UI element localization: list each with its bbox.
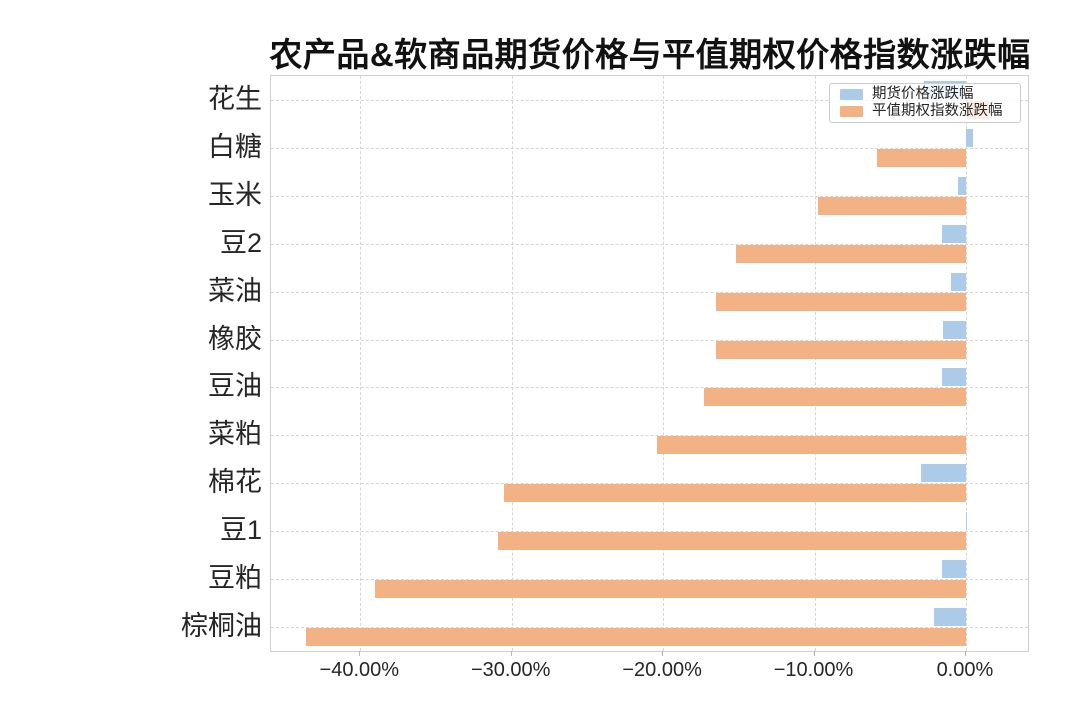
bar-option-11: [305, 628, 966, 647]
bar-option-8: [504, 484, 966, 503]
gridline-y-7: [271, 435, 1028, 437]
bar-option-7: [657, 436, 966, 455]
bar-futures-11: [934, 608, 966, 627]
gridline-x-1: [511, 76, 513, 651]
gridline-y-0: [271, 99, 1028, 101]
bar-option-5: [716, 340, 966, 359]
gridline-y-10: [271, 579, 1028, 581]
plot-area: [270, 75, 1029, 652]
x-axis-label-3: −10.00%: [773, 659, 854, 681]
bar-futures-6: [941, 368, 966, 387]
bar-futures-4: [950, 272, 966, 291]
y-axis-label-9: 豆1: [219, 515, 262, 546]
bar-futures-2: [958, 176, 966, 195]
gridline-x-2: [663, 76, 665, 651]
gridline-x-0: [360, 76, 362, 651]
x-axis-label-2: −20.00%: [622, 659, 702, 681]
legend: 期货价格涨跌幅 平值期权指数涨跌幅: [829, 83, 1021, 123]
bar-option-4: [716, 292, 966, 311]
gridline-y-9: [271, 531, 1028, 533]
legend-label-1: 平值期权指数涨跌幅: [872, 102, 1003, 119]
bar-futures-10: [941, 560, 966, 579]
gridline-y-6: [271, 387, 1028, 389]
y-axis-label-2: 玉米: [208, 179, 262, 210]
legend-item-0: 期货价格涨跌幅: [830, 87, 1020, 102]
x-tick-mark-0: [359, 651, 361, 656]
gridline-y-1: [271, 147, 1028, 149]
y-axis-label-8: 棉花: [208, 467, 262, 498]
bar-option-2: [817, 196, 966, 215]
y-axis-label-11: 棕桐油: [181, 611, 262, 642]
y-axis-label-10: 豆粕: [208, 563, 262, 594]
x-axis-label-0: −40.00%: [319, 659, 400, 681]
bar-futures-1: [965, 128, 974, 147]
gridline-y-11: [271, 627, 1028, 629]
y-axis-label-3: 豆2: [219, 227, 262, 258]
bar-futures-5: [943, 320, 966, 339]
chart-title: 农产品&软商品期货价格与平值期权价格指数涨跌幅: [269, 36, 1031, 73]
gridline-y-4: [271, 291, 1028, 293]
bar-futures-3: [941, 224, 966, 243]
legend-swatch-0: [840, 89, 863, 101]
x-tick-mark-3: [813, 651, 815, 656]
y-axis-label-6: 豆油: [208, 371, 262, 402]
x-axis-label-4: 0.00%: [936, 659, 994, 681]
bar-option-10: [375, 580, 966, 599]
x-axis-label-1: −30.00%: [470, 659, 551, 681]
legend-swatch-1: [840, 105, 863, 117]
y-axis-label-7: 菜粕: [208, 419, 262, 450]
bar-option-3: [735, 244, 966, 263]
x-tick-mark-2: [662, 651, 664, 656]
y-axis-label-4: 菜油: [208, 275, 262, 306]
y-axis-label-0: 花生: [208, 83, 262, 114]
bar-option-1: [876, 148, 966, 167]
gridline-y-8: [271, 483, 1028, 485]
legend-item-1: 平值期权指数涨跌幅: [830, 102, 1020, 119]
x-tick-mark-1: [510, 651, 512, 656]
gridline-x-4: [965, 76, 967, 651]
bar-futures-9: [965, 512, 968, 531]
y-axis-label-5: 橡胶: [208, 323, 262, 354]
gridline-x-3: [814, 76, 816, 651]
gridline-y-5: [271, 339, 1028, 341]
legend-label-0: 期货价格涨跌幅: [872, 86, 974, 103]
y-axis-label-1: 白糖: [208, 131, 262, 162]
bar-option-6: [704, 388, 966, 407]
bar-futures-8: [920, 464, 966, 483]
gridline-y-3: [271, 243, 1028, 245]
gridline-y-2: [271, 195, 1028, 197]
x-tick-mark-4: [964, 651, 966, 656]
bar-option-9: [498, 532, 966, 551]
